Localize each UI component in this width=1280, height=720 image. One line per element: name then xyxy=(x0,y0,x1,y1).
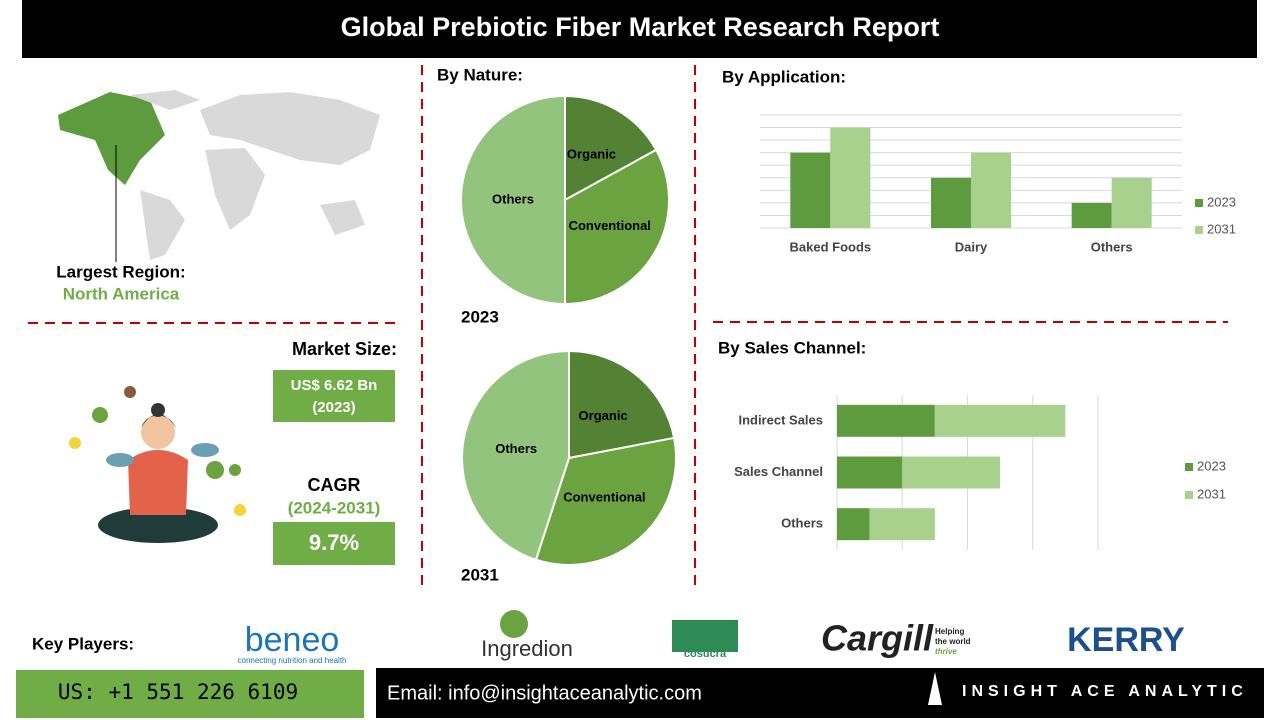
pie-slice xyxy=(534,436,677,566)
page-title: Global Prebiotic Fiber Market Research R… xyxy=(341,12,940,42)
company-logo: beneo xyxy=(245,621,340,659)
x-tick-label: Baked Foods xyxy=(790,239,872,254)
bar-segment xyxy=(902,456,1001,489)
cagr-label: CAGR xyxy=(308,475,361,495)
dividers xyxy=(28,65,1228,590)
region-label: Largest Region: xyxy=(56,262,185,281)
y-tick-label: Sales Channel xyxy=(734,464,823,479)
chart-title: 2031 xyxy=(461,565,499,584)
bar xyxy=(931,177,971,228)
chart-title: 2023 xyxy=(461,307,499,326)
title-bar xyxy=(22,0,1257,58)
brand-icon xyxy=(928,672,942,705)
legend-swatch xyxy=(1185,491,1193,499)
pie-slice xyxy=(564,148,670,306)
chart-title: By Sales Channel: xyxy=(718,338,866,357)
company-tagline: connecting nutrition and health xyxy=(238,656,347,665)
bar xyxy=(971,152,1011,228)
bar-segment xyxy=(837,508,870,541)
bar xyxy=(830,127,871,228)
slice-label: Conventional xyxy=(563,490,645,505)
slice-label: Organic xyxy=(567,147,616,162)
legend-label: 2023 xyxy=(1197,458,1226,473)
footer-bar xyxy=(376,668,1264,718)
bar xyxy=(790,152,831,228)
company-logo: Ingredion xyxy=(481,636,573,661)
market-size-value: US$ 6.62 Bn xyxy=(291,377,378,394)
x-tick-label: Dairy xyxy=(955,239,988,254)
legend-swatch xyxy=(1195,226,1203,234)
market-size-year: (2023) xyxy=(312,399,355,416)
bar-segment xyxy=(869,508,935,541)
chart-title: By Application: xyxy=(722,67,846,86)
company-tagline: thrive xyxy=(935,647,957,656)
email: Email: info@insightaceanalytic.com xyxy=(387,682,702,704)
x-tick-label: Others xyxy=(1091,239,1133,254)
cagr-box xyxy=(273,522,395,565)
y-tick-label: Others xyxy=(781,516,823,531)
bar-segment xyxy=(837,456,903,489)
cagr-period: (2024-2031) xyxy=(288,498,381,517)
company-logo: Cargill xyxy=(821,618,934,659)
legend-swatch xyxy=(1185,463,1193,471)
region-value: North America xyxy=(63,284,180,303)
phone-box xyxy=(16,670,364,718)
phone: US: +1 551 226 6109 xyxy=(58,680,298,704)
person-illustration xyxy=(69,386,246,543)
slice-label: Others xyxy=(495,441,537,456)
cagr-value: 9.7% xyxy=(309,530,359,555)
key-players-label: Key Players: xyxy=(32,634,134,653)
nature-heading: By Nature: xyxy=(437,65,523,84)
brand: INSIGHT ACE ANALYTIC xyxy=(962,683,1248,700)
legend-label: 2031 xyxy=(1207,221,1236,236)
logo-icon xyxy=(500,610,528,638)
company-tagline: Helping xyxy=(935,627,964,636)
market-size-label: Market Size: xyxy=(292,339,397,359)
legend-label: 2031 xyxy=(1197,486,1226,501)
world-map xyxy=(58,90,380,260)
slice-label: Others xyxy=(492,191,534,206)
legend-swatch xyxy=(1195,199,1203,207)
company-logo: cosucra xyxy=(684,648,727,660)
bar xyxy=(1111,177,1152,228)
market-size-box xyxy=(273,370,395,422)
legend-label: 2023 xyxy=(1207,194,1236,209)
logo-icon xyxy=(672,620,738,652)
pie-slice xyxy=(461,349,570,562)
slice-label: Organic xyxy=(579,408,628,423)
slice-label: Conventional xyxy=(569,218,651,233)
pie-slice xyxy=(460,94,566,306)
y-tick-label: Indirect Sales xyxy=(738,412,823,427)
pie-slice xyxy=(568,349,676,460)
pie-slice xyxy=(564,94,658,202)
company-tagline: the world xyxy=(935,637,971,646)
company-logo: KERRY xyxy=(1067,621,1185,659)
bar-segment xyxy=(837,404,935,437)
bar-segment xyxy=(934,404,1066,437)
bar xyxy=(1071,202,1112,228)
